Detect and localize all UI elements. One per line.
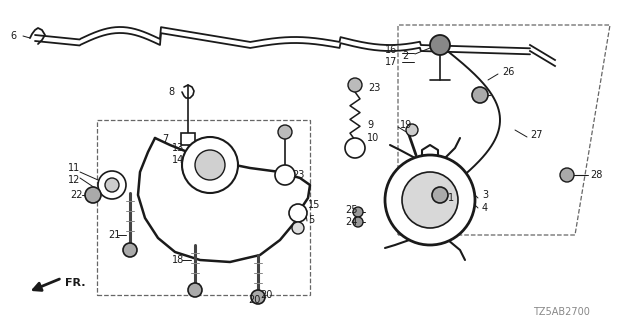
Text: 11: 11 <box>68 163 80 173</box>
Text: 20: 20 <box>260 290 273 300</box>
Circle shape <box>188 283 202 297</box>
Circle shape <box>353 207 363 217</box>
Text: 9: 9 <box>367 120 373 130</box>
Text: 3: 3 <box>482 190 488 200</box>
Text: 22: 22 <box>70 190 83 200</box>
Text: 7: 7 <box>162 134 168 144</box>
Text: 10: 10 <box>367 133 380 143</box>
Text: 23: 23 <box>292 170 305 180</box>
Circle shape <box>195 150 225 180</box>
Circle shape <box>402 172 458 228</box>
Circle shape <box>406 124 418 136</box>
Circle shape <box>105 178 119 192</box>
Text: 5: 5 <box>308 215 314 225</box>
Circle shape <box>560 168 574 182</box>
Text: 2: 2 <box>402 51 408 61</box>
Circle shape <box>278 125 292 139</box>
Circle shape <box>430 35 450 55</box>
Circle shape <box>348 78 362 92</box>
Circle shape <box>123 243 137 257</box>
Circle shape <box>345 138 365 158</box>
Circle shape <box>385 155 475 245</box>
Circle shape <box>275 165 295 185</box>
Text: 21: 21 <box>108 230 120 240</box>
Bar <box>97 120 310 295</box>
Circle shape <box>85 187 101 203</box>
Text: 18: 18 <box>172 255 184 265</box>
FancyBboxPatch shape <box>181 133 195 145</box>
Text: FR.: FR. <box>65 278 86 288</box>
Text: 19: 19 <box>400 120 412 130</box>
Circle shape <box>289 204 307 222</box>
Text: 8: 8 <box>168 87 174 97</box>
Circle shape <box>292 222 304 234</box>
Text: 17: 17 <box>385 57 397 67</box>
Text: 15: 15 <box>308 200 321 210</box>
Text: 25: 25 <box>345 205 358 215</box>
Text: 6: 6 <box>10 31 16 41</box>
Circle shape <box>432 187 448 203</box>
Text: 24: 24 <box>345 217 357 227</box>
Text: 13: 13 <box>172 143 184 153</box>
Circle shape <box>472 87 488 103</box>
Text: 20: 20 <box>248 295 260 305</box>
Text: 14: 14 <box>172 155 184 165</box>
Text: 23: 23 <box>368 83 380 93</box>
Text: 27: 27 <box>530 130 543 140</box>
Text: 26: 26 <box>502 67 515 77</box>
Circle shape <box>353 217 363 227</box>
Text: 28: 28 <box>590 170 602 180</box>
Circle shape <box>182 137 238 193</box>
Text: 16: 16 <box>385 45 397 55</box>
Text: 1: 1 <box>448 193 454 203</box>
Text: 4: 4 <box>482 203 488 213</box>
Text: 12: 12 <box>68 175 81 185</box>
Circle shape <box>98 171 126 199</box>
Text: TZ5AB2700: TZ5AB2700 <box>533 307 590 317</box>
Circle shape <box>251 290 265 304</box>
